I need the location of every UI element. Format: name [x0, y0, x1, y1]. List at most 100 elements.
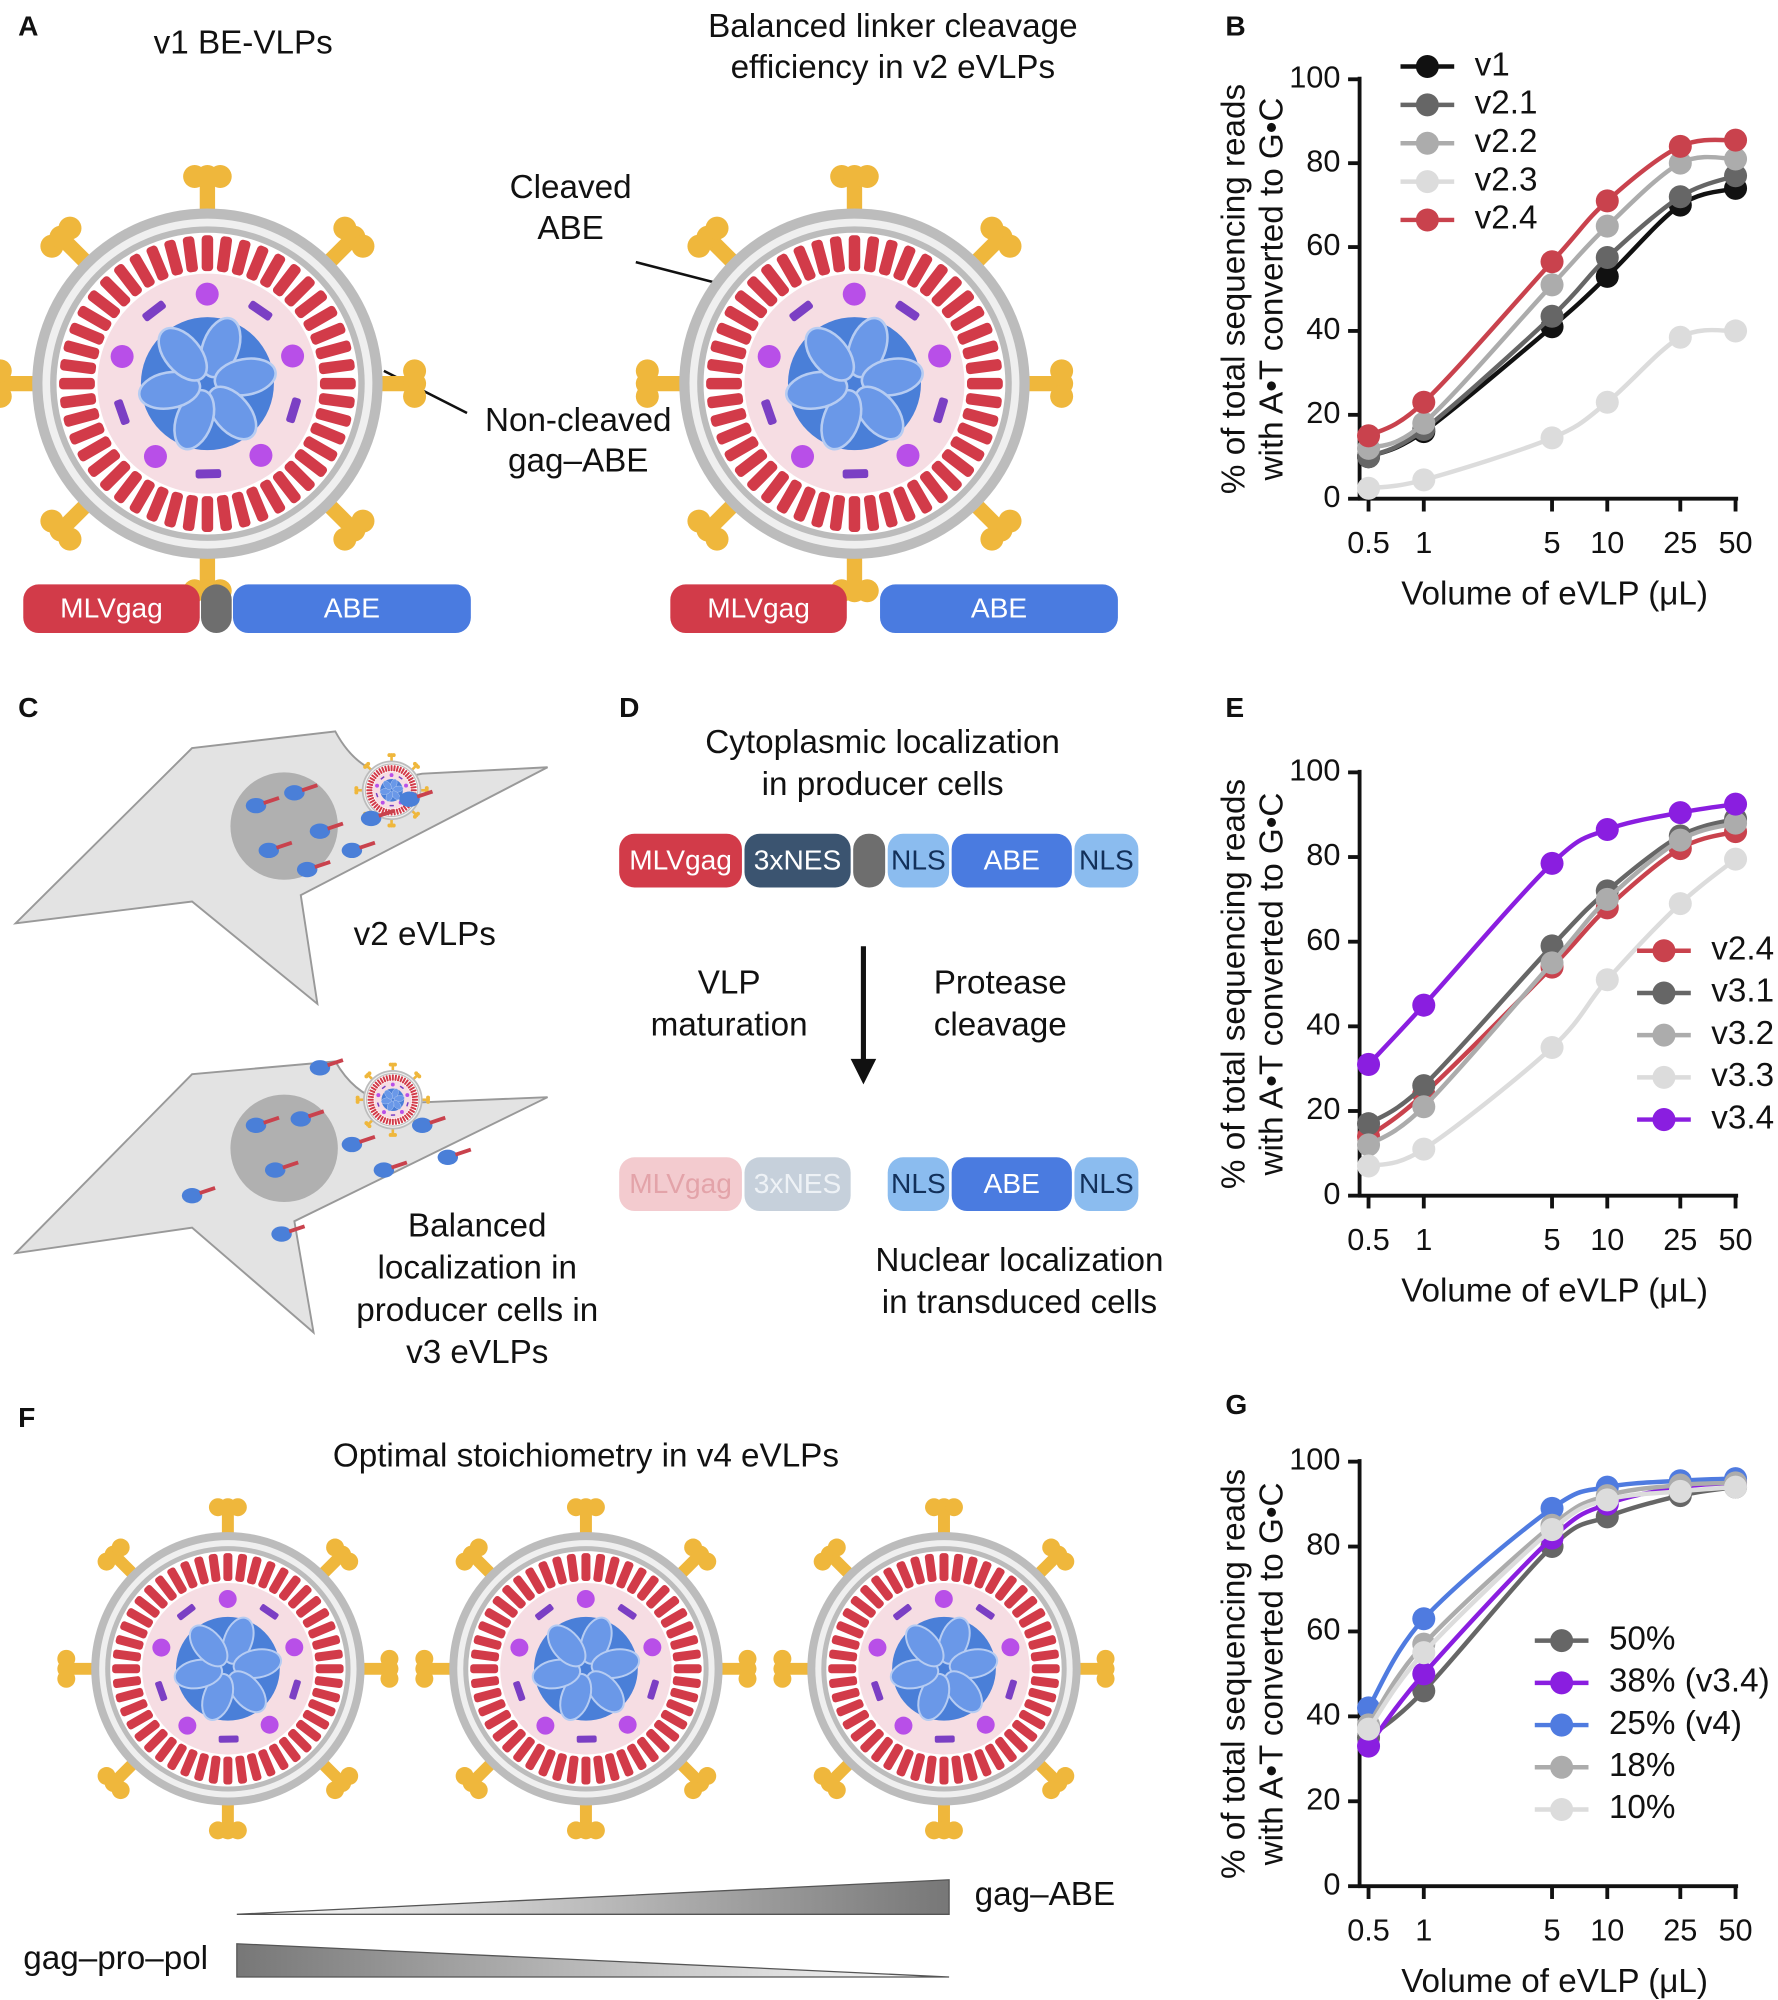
domain-label: ABE: [971, 592, 1027, 623]
capsid-segment: [670, 1635, 699, 1650]
arrow-head: [850, 1058, 877, 1085]
domain-label: MLVgag: [60, 592, 163, 623]
editor-protein: [245, 797, 267, 814]
capsid-segment: [180, 1749, 198, 1777]
capsid-segment: [734, 290, 768, 319]
capsid-segment: [369, 1106, 376, 1111]
capsid-segment: [593, 1553, 606, 1582]
gag-tail: [301, 783, 318, 793]
capsid-segment: [410, 1089, 417, 1094]
capsid-segment: [129, 253, 155, 288]
capsid-segment: [829, 494, 846, 531]
capsid-segment: [134, 1596, 160, 1618]
capsid-segment: [374, 1081, 380, 1087]
capsid-segment: [112, 1649, 142, 1662]
panel-label: C: [18, 692, 38, 723]
capsid-segment: [811, 239, 831, 276]
protein: [510, 1638, 529, 1657]
capsid-segment: [112, 1676, 142, 1688]
gag-tail: [378, 808, 395, 818]
capsid-segment: [962, 408, 999, 427]
gag-tail: [307, 1109, 325, 1119]
protein: [405, 1093, 410, 1098]
capsid-segment: [216, 494, 233, 531]
capsid-segment: [384, 765, 388, 772]
capsid-segment: [288, 1585, 312, 1609]
capsid-segment: [842, 1709, 870, 1730]
data-point: [1668, 134, 1692, 158]
spike-head: [566, 1821, 585, 1840]
editor-lobe: [889, 1658, 940, 1690]
capsid-segment: [284, 276, 315, 307]
capsid-segment: [294, 449, 328, 477]
capsid-segment: [883, 1567, 903, 1594]
capsid-segment: [295, 1719, 322, 1742]
protein: [894, 1716, 913, 1735]
spike-head: [58, 216, 82, 240]
protein: [842, 282, 866, 306]
rna: [248, 300, 273, 321]
capsid-segment: [860, 1728, 884, 1753]
capsid-segment: [295, 1596, 322, 1618]
spike-head: [367, 1071, 372, 1076]
capsid-segment: [896, 1749, 914, 1777]
data-point: [1412, 1662, 1436, 1686]
data-point: [1540, 426, 1564, 450]
capsid-segment: [303, 436, 338, 462]
data-point: [1595, 968, 1619, 992]
capsid-segment: [1018, 1709, 1046, 1730]
spike-head: [426, 1099, 431, 1104]
editor-protein: [341, 842, 363, 859]
y-axis-label: with A•T converted to G•C: [1254, 793, 1291, 1177]
capsid-segment: [828, 1664, 857, 1674]
capsid-segment: [974, 1749, 992, 1777]
x-tick-label: 1: [1415, 1912, 1432, 1947]
data-point: [1412, 1074, 1436, 1098]
capsid-segment: [367, 782, 374, 787]
editor-protein: [399, 791, 420, 807]
capsid-segment: [967, 377, 1003, 390]
capsid-segment: [604, 1556, 620, 1585]
data-point: [1668, 1479, 1692, 1503]
capsid-segment: [369, 777, 376, 782]
annotation: localization in: [377, 1250, 577, 1287]
capsid-segment: [484, 1709, 512, 1730]
spike-head: [469, 1538, 488, 1557]
capsid-segment: [371, 801, 377, 807]
capsid-segment: [836, 1699, 864, 1717]
data-point: [1412, 1641, 1436, 1665]
legend-marker: [1652, 939, 1676, 963]
y-tick-label: 40: [1306, 1696, 1340, 1731]
capsid-segment: [939, 1756, 949, 1785]
editor-protein: [271, 1226, 292, 1242]
capsid-segment: [396, 1075, 401, 1082]
x-axis-label: Volume of eVLP (μL): [1401, 576, 1708, 613]
capsid-segment: [223, 1756, 233, 1785]
capsid-segment: [478, 1699, 506, 1717]
domain-box: [1074, 1157, 1139, 1211]
editor-protein: [290, 1111, 311, 1127]
rna: [933, 397, 948, 424]
capsid-segment: [747, 460, 778, 492]
spike-head: [380, 1669, 399, 1688]
spike-head: [417, 1074, 422, 1079]
capsid-segment: [367, 1095, 374, 1099]
spike-head: [393, 1062, 397, 1067]
capsid-segment: [660, 1709, 688, 1730]
capsid-segment: [312, 1635, 341, 1650]
y-axis-label: % of total sequencing reads: [1215, 84, 1252, 494]
protein: [285, 1638, 304, 1657]
capsid-segment: [400, 806, 405, 813]
legend-label: v2.2: [1475, 123, 1538, 160]
domain-box: [853, 833, 886, 888]
capsid-segment: [1031, 1664, 1060, 1674]
capsid-segment: [941, 449, 975, 477]
capsid-segment: [1030, 1676, 1059, 1688]
capsid-segment: [811, 491, 831, 528]
capsid-segment: [268, 1743, 289, 1771]
domain-box: [619, 833, 742, 888]
x-tick-label: 5: [1544, 1222, 1561, 1257]
capsid-segment: [1012, 1719, 1038, 1742]
x-tick-label: 5: [1544, 1912, 1561, 1947]
spike-head: [228, 1498, 247, 1517]
